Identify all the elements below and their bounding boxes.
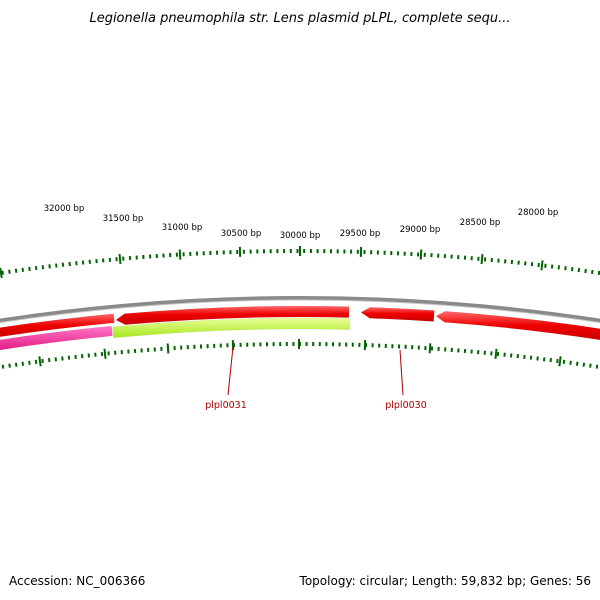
plasmid-backbone — [0, 296, 600, 324]
scale-label: 28000 bp — [518, 208, 559, 218]
topology-summary: Topology: circular; Length: 59,832 bp; G… — [299, 574, 591, 588]
scale-label: 31000 bp — [162, 223, 203, 233]
scale-minor-tick — [28, 360, 31, 365]
gene-features — [0, 305, 600, 351]
scale-major-tick — [0, 267, 3, 279]
gene-callout-line — [399, 349, 404, 396]
scale-label: 28500 bp — [460, 218, 501, 228]
scale-minor-tick — [14, 362, 18, 367]
gene-forward-arrow — [435, 311, 600, 341]
scale-minor-tick — [34, 359, 38, 365]
backbone-arc — [0, 296, 600, 323]
scale-minor-tick — [21, 267, 25, 272]
scale-minor-tick — [21, 361, 25, 366]
gene-callout-line — [227, 346, 234, 396]
scale-label: 31500 bp — [103, 214, 144, 224]
scale-major-tick — [558, 356, 562, 367]
scale-minor-tick — [549, 358, 553, 363]
scale-minor-tick — [8, 363, 11, 368]
scale-minor-tick — [41, 358, 44, 364]
scale-minor-tick — [577, 267, 581, 273]
scale-label: 30500 bp — [221, 229, 262, 239]
gene-forward-arrow — [360, 306, 435, 322]
scale-minor-tick — [34, 265, 38, 271]
scale-ticks-inner — [1, 338, 599, 369]
scale-label: 29000 bp — [400, 225, 441, 235]
scale-minor-tick — [584, 268, 587, 274]
scale-minor-tick — [556, 358, 559, 364]
scale-major-tick — [38, 356, 42, 367]
gene-label[interactable]: plpl0031 — [205, 400, 247, 411]
scale-minor-tick — [570, 267, 574, 272]
scale-major-tick — [166, 343, 170, 354]
scale-minor-tick — [1, 364, 5, 369]
scale-minor-tick — [569, 360, 572, 365]
scale-minor-tick — [28, 266, 31, 272]
scale-minor-tick — [582, 362, 586, 367]
scale-major-tick — [419, 249, 423, 260]
scale-ticks-outer — [0, 246, 600, 279]
scale-minor-tick — [8, 269, 11, 274]
gene-label[interactable]: plpl0030 — [385, 400, 427, 411]
scale-minor-tick — [47, 358, 51, 363]
scale-minor-tick — [1, 270, 4, 275]
scale-major-tick — [494, 348, 498, 359]
gene-forward-arc — [0, 313, 115, 338]
scale-minor-tick — [575, 361, 579, 366]
gene-reverse-arc — [112, 317, 351, 339]
gene-reverse-arc — [0, 325, 113, 351]
scale-minor-tick — [562, 359, 566, 365]
scale-minor-tick — [564, 266, 567, 271]
scale-labels: 32000 bp 31500 bp 31000 bp 30500 bp 30000 bp… — [44, 204, 559, 241]
scale-label: 32000 bp — [44, 204, 85, 214]
scale-minor-tick — [14, 268, 18, 273]
backbone-highlight — [0, 299, 600, 324]
scale-major-tick — [103, 348, 107, 359]
scale-major-tick — [178, 249, 182, 260]
scale-label: 29500 bp — [340, 229, 381, 239]
scale-major-tick — [480, 254, 484, 265]
scale-major-tick — [540, 260, 544, 271]
scale-label: 30000 bp — [280, 231, 321, 241]
accession-text: Accession: NC_006366 — [9, 574, 146, 588]
gene-forward-arrow — [115, 305, 350, 325]
scale-major-tick — [118, 253, 122, 264]
scale-minor-tick — [41, 265, 45, 270]
gene-callouts: plpl0031 plpl0030 — [205, 346, 427, 411]
scale-minor-tick — [591, 269, 594, 275]
scale-minor-tick — [557, 265, 561, 270]
scale-major-tick — [428, 343, 432, 354]
scale-minor-tick — [595, 364, 599, 369]
scale-minor-tick — [597, 270, 600, 276]
scale-minor-tick — [589, 363, 592, 368]
map-title: Legionella pneumophila str. Lens plasmid… — [89, 11, 511, 26]
